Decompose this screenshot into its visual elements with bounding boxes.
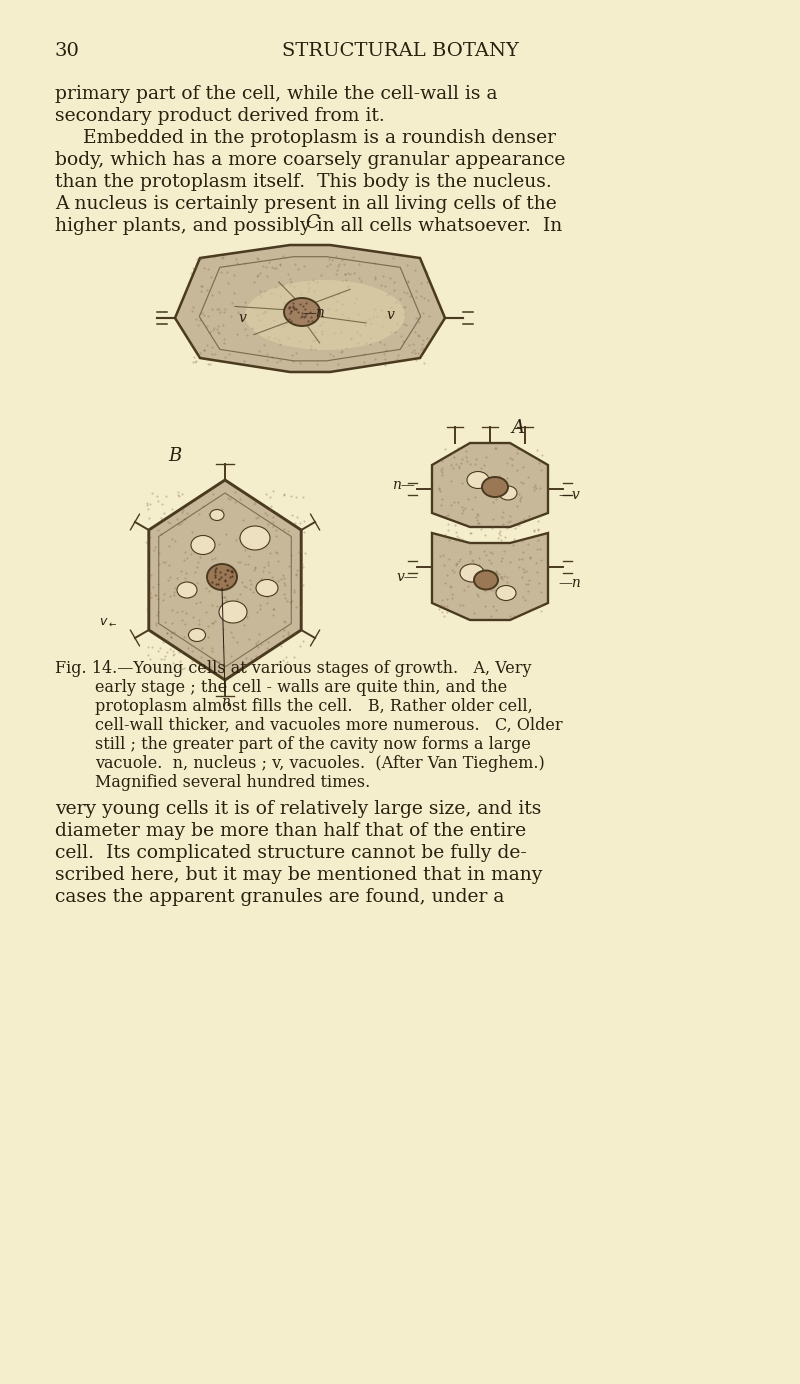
Polygon shape	[432, 443, 548, 527]
Text: secondary product derived from it.: secondary product derived from it.	[55, 107, 385, 125]
Text: higher plants, and possibly in all cells whatsoever.  In: higher plants, and possibly in all cells…	[55, 217, 562, 235]
Text: body, which has a more coarsely granular appearance: body, which has a more coarsely granular…	[55, 151, 566, 169]
Text: Magnified several hundred times.: Magnified several hundred times.	[95, 774, 370, 792]
Text: than the protoplasm itself.  This body is the nucleus.: than the protoplasm itself. This body is…	[55, 173, 552, 191]
Text: cell.  Its complicated structure cannot be fully de-: cell. Its complicated structure cannot b…	[55, 844, 527, 862]
Text: vacuole.  n, nucleus ; v, vacuoles.  (After Van Tieghem.): vacuole. n, nucleus ; v, vacuoles. (Afte…	[95, 756, 545, 772]
Text: v—: v—	[396, 570, 418, 584]
Text: cell-wall thicker, and vacuoles more numerous.   C, Older: cell-wall thicker, and vacuoles more num…	[95, 717, 562, 734]
Text: —n: —n	[302, 306, 325, 320]
Text: scribed here, but it may be mentioned that in many: scribed here, but it may be mentioned th…	[55, 866, 542, 884]
Ellipse shape	[474, 570, 498, 590]
Text: —n: —n	[558, 576, 581, 590]
Ellipse shape	[207, 565, 237, 590]
Text: A nucleus is certainly present in all living cells of the: A nucleus is certainly present in all li…	[55, 195, 557, 213]
Text: cases the apparent granules are found, under a: cases the apparent granules are found, u…	[55, 889, 504, 907]
Text: n: n	[221, 695, 230, 709]
Text: —v: —v	[558, 489, 580, 502]
Text: primary part of the cell, while the cell-wall is a: primary part of the cell, while the cell…	[55, 84, 498, 102]
Ellipse shape	[482, 477, 508, 497]
Text: $v_{\leftarrow}$: $v_{\leftarrow}$	[99, 616, 117, 628]
Text: 30: 30	[55, 42, 80, 60]
Ellipse shape	[284, 298, 320, 327]
Text: Fig. 14.—Young cells at various stages of growth.   A, Very: Fig. 14.—Young cells at various stages o…	[55, 660, 531, 677]
Text: n—: n—	[392, 477, 415, 491]
Ellipse shape	[210, 509, 224, 520]
Polygon shape	[175, 245, 445, 372]
Text: still ; the greater part of the cavity now forms a large: still ; the greater part of the cavity n…	[95, 736, 531, 753]
Ellipse shape	[256, 580, 278, 597]
Ellipse shape	[189, 628, 206, 642]
Ellipse shape	[496, 585, 516, 601]
Text: A: A	[511, 419, 525, 437]
Ellipse shape	[191, 536, 215, 555]
Ellipse shape	[177, 583, 197, 598]
Ellipse shape	[467, 472, 489, 489]
Text: Embedded in the protoplasm is a roundish denser: Embedded in the protoplasm is a roundish…	[83, 129, 556, 147]
Ellipse shape	[219, 601, 247, 623]
Ellipse shape	[240, 526, 270, 549]
Text: C: C	[305, 215, 319, 233]
Text: early stage ; the cell - walls are quite thin, and the: early stage ; the cell - walls are quite…	[95, 680, 507, 696]
Polygon shape	[432, 533, 548, 620]
Ellipse shape	[460, 565, 484, 583]
Text: protoplasm almost fills the cell.   B, Rather older cell,: protoplasm almost fills the cell. B, Rat…	[95, 698, 533, 716]
Text: very young cells it is of relatively large size, and its: very young cells it is of relatively lar…	[55, 800, 542, 818]
Polygon shape	[149, 480, 302, 680]
Ellipse shape	[245, 280, 405, 350]
Text: B: B	[168, 447, 182, 465]
Text: STRUCTURAL BOTANY: STRUCTURAL BOTANY	[282, 42, 518, 60]
Text: v: v	[386, 309, 394, 322]
Text: v: v	[238, 311, 246, 325]
Text: diameter may be more than half that of the entire: diameter may be more than half that of t…	[55, 822, 526, 840]
Ellipse shape	[499, 486, 517, 500]
